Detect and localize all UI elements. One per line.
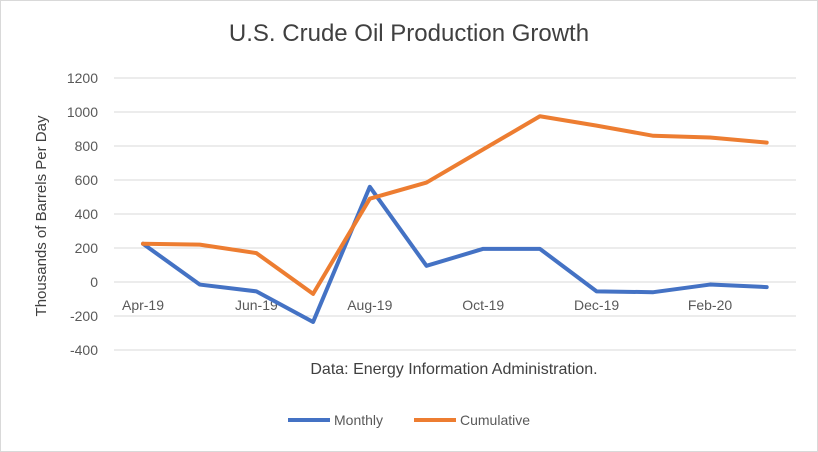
y-tick-label: 1200 xyxy=(67,70,98,86)
y-tick-label: 800 xyxy=(75,138,99,154)
source-annotation: Data: Energy Information Administration. xyxy=(310,361,597,378)
y-tick-label: -200 xyxy=(70,308,98,324)
x-tick-label: Jun-19 xyxy=(235,297,278,313)
series-lines xyxy=(141,114,769,324)
x-tick-label: Apr-19 xyxy=(122,297,164,313)
series-line-monthly xyxy=(141,184,769,324)
y-tick-label: -400 xyxy=(70,342,98,358)
y-tick-label: 200 xyxy=(75,240,99,256)
y-tick-label: 1000 xyxy=(67,104,98,120)
legend-label: Monthly xyxy=(334,412,383,428)
x-tick-label: Feb-20 xyxy=(688,297,733,313)
gridlines xyxy=(114,77,796,351)
chart-title: U.S. Crude Oil Production Growth xyxy=(228,20,590,47)
legend-label: Cumulative xyxy=(460,412,530,428)
y-tick-label: 400 xyxy=(75,206,99,222)
series-line-cumulative xyxy=(141,114,769,296)
x-tick-label: Aug-19 xyxy=(347,297,392,313)
x-tick-label: Dec-19 xyxy=(574,297,619,313)
y-axis-ticks: -400 -200 0 200 400 600 800 1000 1200 xyxy=(67,70,98,358)
y-tick-label: 0 xyxy=(90,274,98,290)
legend: Monthly Cumulative xyxy=(288,412,530,428)
y-tick-label: 600 xyxy=(75,172,99,188)
x-tick-label: Oct-19 xyxy=(462,297,504,313)
y-axis-title: Thousands of Barrels Per Day xyxy=(33,115,50,316)
x-axis-ticks: Apr-19 Jun-19 Aug-19 Oct-19 Dec-19 Feb-20 xyxy=(122,297,732,313)
